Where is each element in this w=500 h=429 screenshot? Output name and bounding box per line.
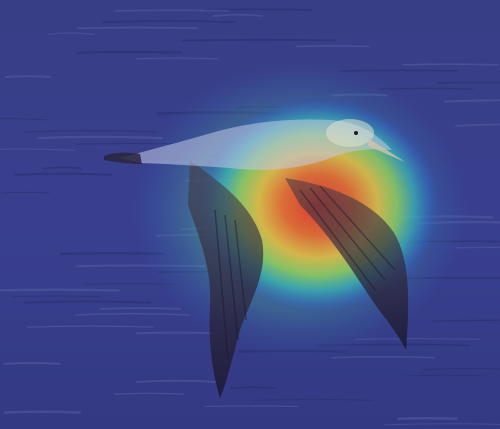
- wave-ripple: [26, 325, 154, 328]
- wave-ripple: [114, 9, 229, 12]
- wave-ripple: [0, 148, 75, 151]
- wave-ripple: [102, 20, 237, 24]
- wave-ripple: [455, 123, 500, 127]
- wave-ripple: [3, 361, 61, 365]
- bird-left-wing: [188, 160, 264, 398]
- wave-ripple: [0, 118, 47, 121]
- wave-ripple: [14, 172, 112, 176]
- wave-ripple: [182, 38, 337, 42]
- wave-ripple: [48, 32, 95, 35]
- wave-ripple: [404, 374, 486, 377]
- wave-ripple: [203, 405, 299, 408]
- bird-beak: [368, 138, 405, 162]
- wave-ripple: [331, 355, 435, 359]
- bird-body: [120, 119, 392, 170]
- wave-ripple: [12, 295, 102, 298]
- wave-ripple: [455, 246, 500, 249]
- wave-ripple: [444, 99, 500, 103]
- wave-ripple: [0, 288, 120, 292]
- wave-ripple: [23, 300, 152, 304]
- wave-ripple: [114, 392, 184, 395]
- wave-ripple: [402, 63, 499, 66]
- bird-feather-streaks: [214, 185, 396, 361]
- wave-ripple: [437, 81, 500, 85]
- wave-ripple: [432, 319, 500, 322]
- wave-ripple: [76, 50, 182, 54]
- bird-right-wing: [285, 178, 409, 350]
- wave-ripple: [1, 191, 50, 194]
- wave-ripple: [42, 166, 83, 170]
- wave-ripple: [37, 135, 163, 140]
- bird-tail: [104, 152, 142, 164]
- wave-ripple: [5, 75, 51, 79]
- wave-ripple: [77, 26, 199, 30]
- wave-ripple: [135, 379, 218, 384]
- wave-ripple: [253, 398, 373, 401]
- bird-eye: [354, 131, 358, 135]
- wave-ripple: [205, 8, 313, 11]
- wave-ripple: [213, 13, 263, 17]
- albatross-bird: [104, 119, 409, 398]
- wave-ripple: [22, 130, 158, 133]
- wave-ripple: [295, 45, 370, 48]
- wave-ripple: [230, 386, 277, 390]
- wave-ripple: [422, 367, 500, 371]
- bird-head: [326, 119, 374, 147]
- wave-ripple: [135, 57, 218, 60]
- wave-ripple: [4, 410, 81, 414]
- wave-ripple: [397, 416, 458, 420]
